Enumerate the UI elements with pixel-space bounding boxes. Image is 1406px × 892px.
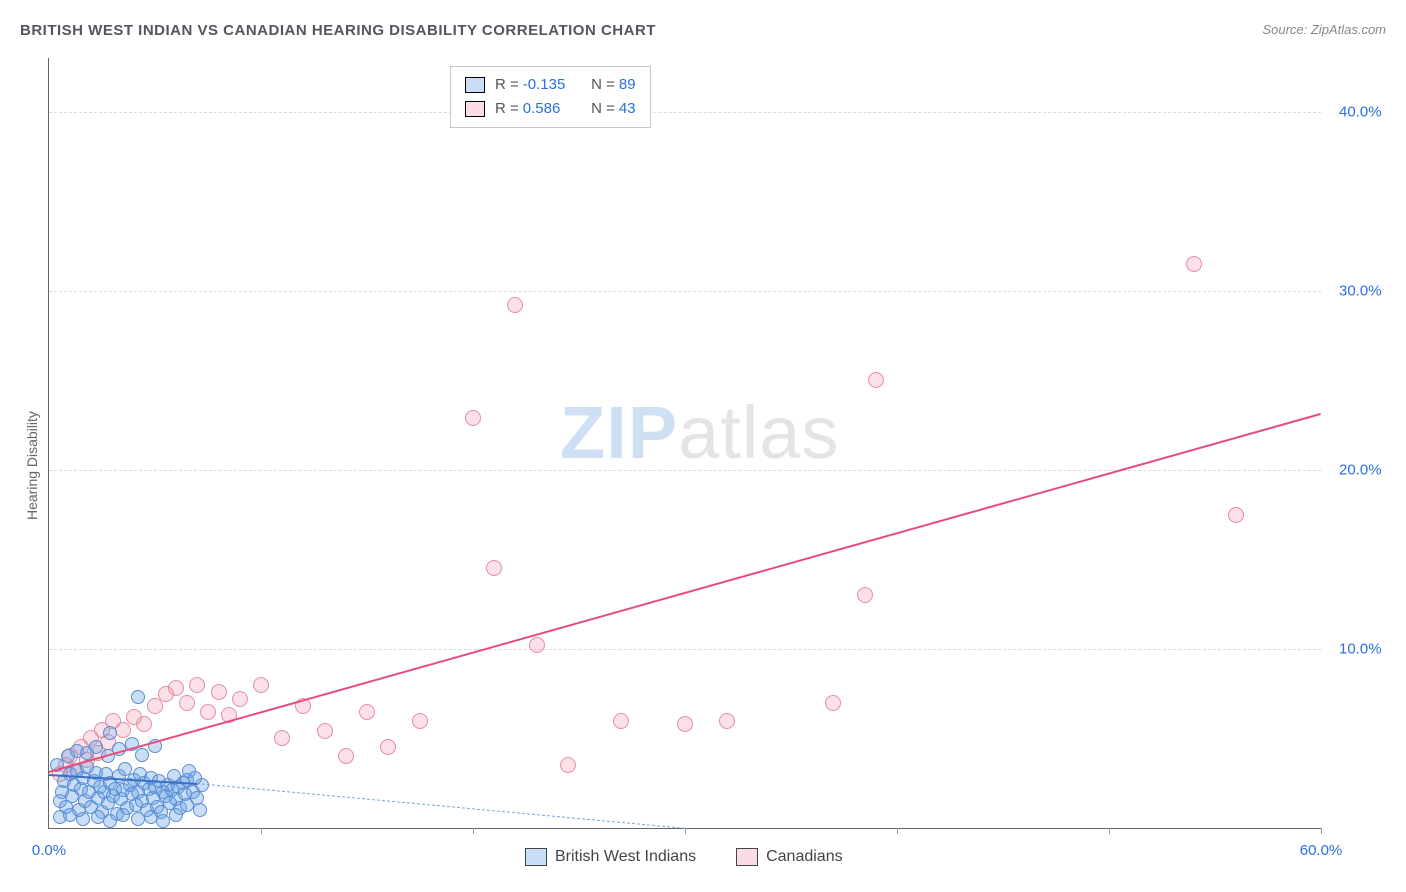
y-axis-label: Hearing Disability — [24, 411, 40, 520]
data-point-pink — [825, 695, 841, 711]
legend-swatch — [736, 848, 758, 866]
data-point-blue — [116, 808, 130, 822]
bottom-legend: British West Indians Canadians — [525, 848, 883, 866]
gridline — [49, 649, 1321, 650]
data-point-pink — [507, 297, 523, 313]
gridline — [49, 291, 1321, 292]
data-point-pink — [868, 372, 884, 388]
y-tick-label: 30.0% — [1339, 282, 1382, 299]
data-point-pink — [560, 757, 576, 773]
data-point-blue — [135, 748, 149, 762]
data-point-pink — [211, 684, 227, 700]
data-point-pink — [168, 680, 184, 696]
data-point-pink — [115, 722, 131, 738]
data-point-blue — [131, 812, 145, 826]
data-point-pink — [1186, 256, 1202, 272]
data-point-pink — [465, 410, 481, 426]
data-point-pink — [274, 730, 290, 746]
stats-row: R =0.586 N =43 — [465, 97, 636, 121]
x-end-label: 60.0% — [1300, 842, 1343, 859]
stat-r-value: 0.586 — [523, 97, 583, 121]
data-point-pink — [136, 716, 152, 732]
legend-item: British West Indians — [525, 848, 696, 865]
scatter-plot: 10.0%20.0%30.0%40.0%0.0%60.0% — [48, 58, 1321, 829]
x-tick — [473, 828, 474, 834]
data-point-pink — [677, 716, 693, 732]
data-point-blue — [76, 812, 90, 826]
data-point-blue — [89, 740, 103, 754]
source-attribution: Source: ZipAtlas.com — [1262, 22, 1386, 37]
data-point-pink — [189, 677, 205, 693]
y-tick-label: 20.0% — [1339, 461, 1382, 478]
data-point-blue — [169, 808, 183, 822]
page-title: BRITISH WEST INDIAN VS CANADIAN HEARING … — [20, 22, 656, 39]
stat-r-label: R = — [495, 100, 519, 117]
data-point-pink — [719, 713, 735, 729]
stat-r-label: R = — [495, 76, 519, 93]
data-point-pink — [317, 723, 333, 739]
data-point-pink — [359, 704, 375, 720]
data-point-pink — [380, 739, 396, 755]
data-point-pink — [200, 704, 216, 720]
gridline — [49, 112, 1321, 113]
legend-swatch — [465, 77, 485, 93]
data-point-blue — [193, 803, 207, 817]
data-point-pink — [338, 748, 354, 764]
legend-item: Canadians — [736, 848, 843, 865]
stat-r-value: -0.135 — [523, 73, 583, 97]
x-tick — [1321, 828, 1322, 834]
y-tick-label: 10.0% — [1339, 640, 1382, 657]
stat-n-label: N = — [591, 100, 615, 117]
trend-line — [197, 783, 685, 829]
legend-swatch — [525, 848, 547, 866]
stat-n-value: 43 — [619, 100, 636, 117]
stats-legend: R =-0.135 N =89R =0.586 N =43 — [450, 66, 651, 128]
x-origin-label: 0.0% — [32, 842, 66, 859]
y-tick-label: 40.0% — [1339, 103, 1382, 120]
data-point-pink — [613, 713, 629, 729]
data-point-pink — [1228, 507, 1244, 523]
data-point-pink — [486, 560, 502, 576]
data-point-pink — [412, 713, 428, 729]
x-tick — [1109, 828, 1110, 834]
data-point-blue — [103, 726, 117, 740]
stat-n-label: N = — [591, 76, 615, 93]
data-point-pink — [232, 691, 248, 707]
stat-n-value: 89 — [619, 76, 636, 93]
x-tick — [261, 828, 262, 834]
x-tick — [685, 828, 686, 834]
legend-swatch — [465, 101, 485, 117]
data-point-pink — [857, 587, 873, 603]
data-point-pink — [529, 637, 545, 653]
gridline — [49, 470, 1321, 471]
x-tick — [897, 828, 898, 834]
legend-label: Canadians — [766, 848, 843, 865]
legend-label: British West Indians — [555, 848, 696, 865]
stats-row: R =-0.135 N =89 — [465, 73, 636, 97]
data-point-blue — [131, 690, 145, 704]
data-point-pink — [253, 677, 269, 693]
data-point-pink — [179, 695, 195, 711]
